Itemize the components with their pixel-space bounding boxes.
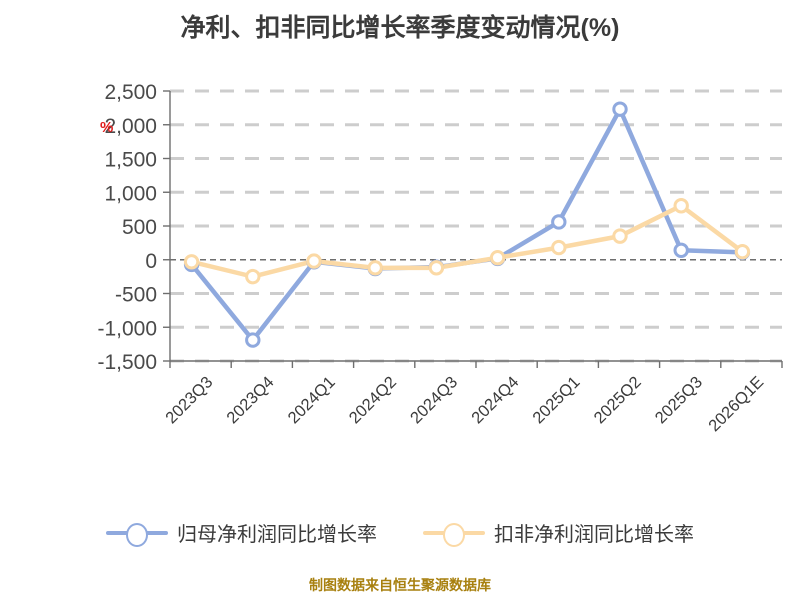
data-point-1-1[interactable]: [245, 268, 261, 285]
data-point-0-6[interactable]: [551, 214, 567, 230]
data-point-0-1[interactable]: [245, 332, 261, 348]
series-points: [183, 101, 751, 348]
legend-item-1[interactable]: 扣非净利润同比增长率: [423, 518, 694, 547]
y-tick-label-2,000: 2,000: [104, 115, 157, 138]
data-point-1-6[interactable]: [551, 239, 567, 256]
footer-credit: 制图数据来自恒生聚源数据库: [309, 577, 491, 593]
x-tick-label-2024Q1: 2024Q1: [285, 373, 339, 427]
data-point-1-8[interactable]: [673, 198, 689, 214]
x-tick-label-2023Q3: 2023Q3: [162, 373, 216, 427]
chart-legend: 归母净利润同比增长率 扣非净利润同比增长率: [0, 518, 800, 547]
series-line-1: [189, 203, 745, 279]
x-tick-label-2024Q4: 2024Q4: [468, 373, 522, 427]
y-axis-ticks: [163, 90, 170, 362]
data-point-1-9[interactable]: [734, 243, 751, 260]
page-title: 净利、扣非同比增长率季度变动情况(%): [180, 14, 620, 42]
x-tick-label-2025Q3: 2025Q3: [652, 373, 706, 427]
data-point-0-7[interactable]: [612, 101, 628, 117]
legend-label-1: 扣非净利润同比增长率: [494, 524, 694, 546]
legend-item-0[interactable]: 归母净利润同比增长率: [106, 518, 377, 547]
x-axis-labels: 2023Q3 2023Q4 2024Q1 2024Q2 2024Q3 2024Q4 2025…: [162, 373, 767, 435]
x-tick-label-2024Q2: 2024Q2: [346, 373, 400, 427]
y-axis-labels: 2,500 2,000 1,500 1,000 500 0 -500 -1,000 -1,500: [97, 81, 157, 374]
legend-label-0: 归母净利润同比增长率: [177, 524, 377, 546]
y-tick-label-0: 0: [145, 250, 157, 273]
data-point-1-0[interactable]: [183, 254, 200, 270]
y-tick-label-500: 500: [122, 216, 157, 239]
y-tick-label--500: -500: [115, 284, 157, 307]
x-tick-label-2025Q2: 2025Q2: [591, 373, 645, 427]
data-point-1-5[interactable]: [489, 250, 506, 266]
x-tick-label-2024Q3: 2024Q3: [407, 373, 461, 427]
legend-marker-orange: [423, 520, 485, 547]
data-point-1-7[interactable]: [612, 228, 628, 244]
y-tick-label-1,500: 1,500: [104, 149, 157, 172]
data-point-1-3[interactable]: [367, 260, 383, 276]
x-tick-label-2023Q4: 2023Q4: [223, 373, 277, 427]
percent-symbol: %: [100, 119, 113, 136]
gridlines: [170, 89, 782, 363]
y-tick-label--1,500: -1,500: [97, 351, 157, 374]
data-point-0-8[interactable]: [673, 242, 689, 259]
x-tick-label-2025Q1: 2025Q1: [529, 373, 583, 427]
x-axis-ticks: [169, 361, 783, 368]
y-tick-label-1,000: 1,000: [104, 182, 157, 205]
legend-marker-blue: [106, 520, 168, 547]
x-tick-label-2026Q1E: 2026Q1E: [705, 373, 767, 435]
data-point-1-2[interactable]: [306, 253, 322, 269]
data-point-1-4[interactable]: [428, 260, 445, 276]
series-lines: [189, 106, 745, 343]
y-tick-label-2,500: 2,500: [104, 81, 157, 104]
y-tick-label--1,000: -1,000: [97, 317, 157, 340]
percent-unit-mark: %: [100, 119, 113, 136]
